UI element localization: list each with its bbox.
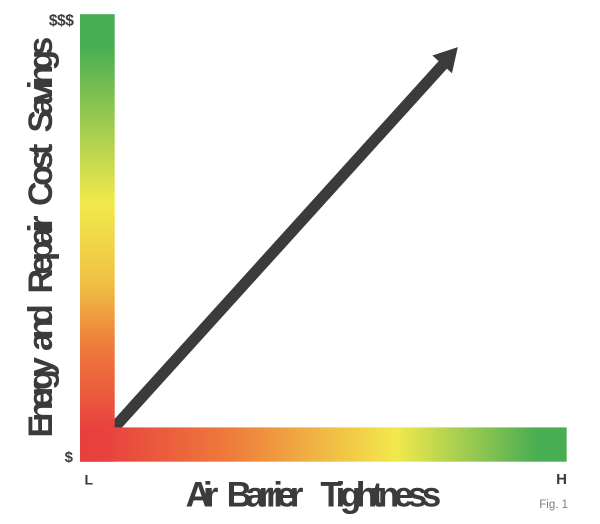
svg-text:$$$: $$$ xyxy=(49,13,74,30)
svg-text:Fig. 1: Fig. 1 xyxy=(539,499,568,511)
svg-text:$: $ xyxy=(65,449,74,466)
svg-text:EnergyandRepairCostSavings: EnergyandRepairCostSavings xyxy=(22,37,60,438)
svg-text:H: H xyxy=(556,471,567,488)
svg-text:L: L xyxy=(85,471,94,487)
